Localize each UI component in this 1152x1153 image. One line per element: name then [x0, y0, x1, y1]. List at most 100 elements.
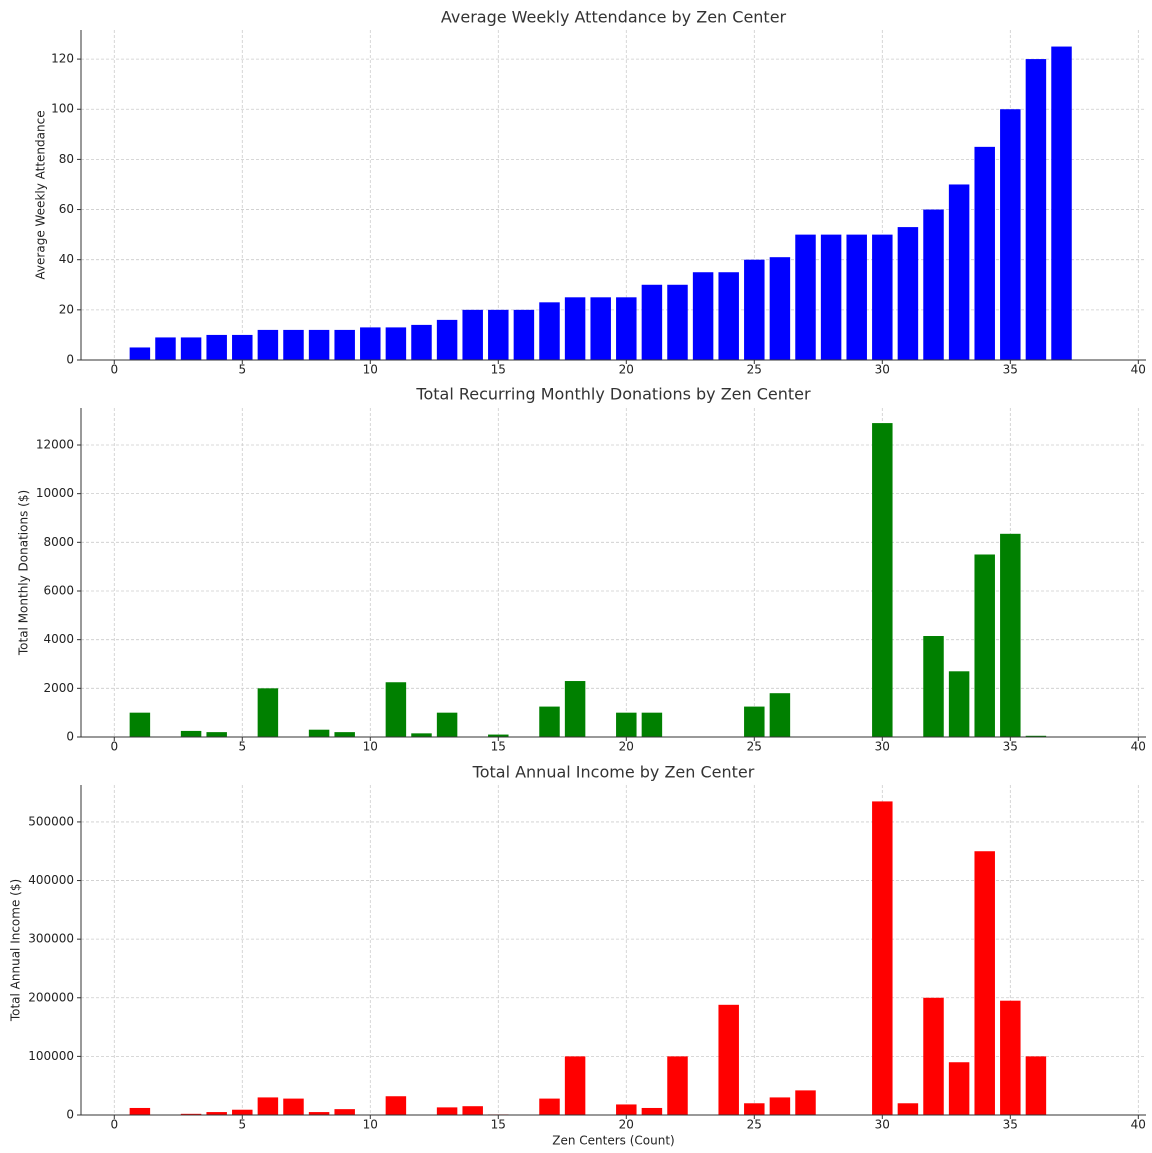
bar — [436, 712, 458, 737]
y-tick-label: 500000 — [28, 814, 74, 828]
bar — [539, 302, 560, 360]
bar — [795, 234, 816, 360]
bar — [616, 1104, 637, 1115]
bar — [283, 329, 304, 360]
bar — [974, 851, 995, 1115]
bar — [795, 1090, 816, 1115]
bar — [769, 1097, 791, 1115]
bar — [334, 329, 355, 360]
bar — [232, 334, 253, 360]
bar — [539, 1098, 560, 1115]
bar — [436, 319, 458, 360]
y-tick-label: 0 — [66, 353, 74, 367]
bar — [462, 309, 483, 360]
bar — [539, 706, 560, 737]
bar — [1000, 1000, 1021, 1115]
bar — [692, 272, 714, 360]
bar — [564, 681, 586, 737]
x-tick-label: 30 — [875, 740, 890, 754]
y-axis-label: Average Weekly Attendance — [34, 110, 48, 279]
y-tick-label: 120 — [51, 52, 74, 66]
y-tick-label: 10000 — [36, 486, 74, 500]
bar — [744, 1103, 765, 1115]
y-tick-label: 300000 — [28, 932, 74, 946]
x-tick-label: 5 — [238, 363, 246, 377]
y-tick-label: 400000 — [28, 873, 74, 887]
bar — [385, 327, 407, 360]
bar — [667, 284, 688, 360]
x-tick-label: 20 — [619, 740, 634, 754]
bar — [308, 729, 330, 737]
bar — [1025, 1056, 1047, 1115]
x-tick-label: 30 — [875, 363, 890, 377]
bar — [360, 327, 381, 360]
bar — [1025, 59, 1047, 361]
bar — [846, 234, 867, 360]
bar — [872, 423, 893, 737]
y-axis-label: Total Annual Income ($) — [9, 879, 23, 1022]
x-tick-label: 35 — [1003, 740, 1018, 754]
bar — [872, 801, 893, 1115]
bar — [564, 297, 586, 360]
bar — [897, 1103, 919, 1115]
x-tick-label: 35 — [1003, 363, 1018, 377]
y-tick-label: 0 — [66, 730, 74, 744]
y-tick-label: 20 — [59, 302, 74, 316]
bar — [616, 297, 637, 360]
bar — [1000, 533, 1021, 737]
bar — [385, 682, 407, 737]
bar — [129, 347, 151, 360]
x-tick-label: 10 — [363, 740, 378, 754]
bar — [718, 272, 739, 360]
x-tick-label: 10 — [363, 363, 378, 377]
bar — [411, 733, 432, 737]
bar — [488, 309, 509, 360]
x-tick-label: 25 — [747, 1118, 762, 1132]
bar — [769, 257, 791, 360]
bar — [923, 997, 944, 1115]
x-tick-label: 25 — [747, 740, 762, 754]
bar — [974, 554, 995, 737]
x-tick-label: 5 — [238, 1118, 246, 1132]
bar — [283, 1098, 304, 1115]
x-tick-label: 30 — [875, 1118, 890, 1132]
chart-title: Total Recurring Monthly Donations by Zen… — [415, 385, 811, 404]
bar — [923, 636, 944, 737]
x-tick-label: 40 — [1131, 740, 1146, 754]
bar — [334, 732, 355, 737]
y-tick-label: 200000 — [28, 990, 74, 1004]
bar — [590, 297, 611, 360]
bar — [257, 1097, 279, 1115]
y-tick-label: 60 — [59, 202, 74, 216]
bar — [769, 693, 791, 737]
bar — [513, 309, 535, 360]
x-tick-label: 35 — [1003, 1118, 1018, 1132]
bar — [232, 1109, 253, 1115]
bar — [488, 734, 509, 737]
x-tick-label: 20 — [619, 363, 634, 377]
y-tick-label: 8000 — [43, 535, 74, 549]
x-tick-label: 40 — [1131, 363, 1146, 377]
bar — [180, 1113, 202, 1115]
bar — [155, 337, 176, 360]
bar — [616, 712, 637, 737]
bar — [948, 671, 970, 737]
x-tick-label: 15 — [491, 740, 506, 754]
bar — [641, 712, 663, 737]
bar — [872, 234, 893, 360]
bar — [744, 706, 765, 737]
bar — [820, 234, 842, 360]
bar — [744, 259, 765, 360]
bar — [129, 712, 151, 737]
x-tick-label: 10 — [363, 1118, 378, 1132]
bar — [436, 1107, 458, 1115]
bar — [923, 209, 944, 360]
y-tick-label: 12000 — [36, 437, 74, 451]
y-tick-label: 40 — [59, 252, 74, 266]
y-tick-label: 6000 — [43, 583, 74, 597]
chart-title: Total Annual Income by Zen Center — [472, 763, 755, 782]
x-tick-label: 25 — [747, 363, 762, 377]
bar — [334, 1109, 355, 1115]
bar — [564, 1056, 586, 1115]
